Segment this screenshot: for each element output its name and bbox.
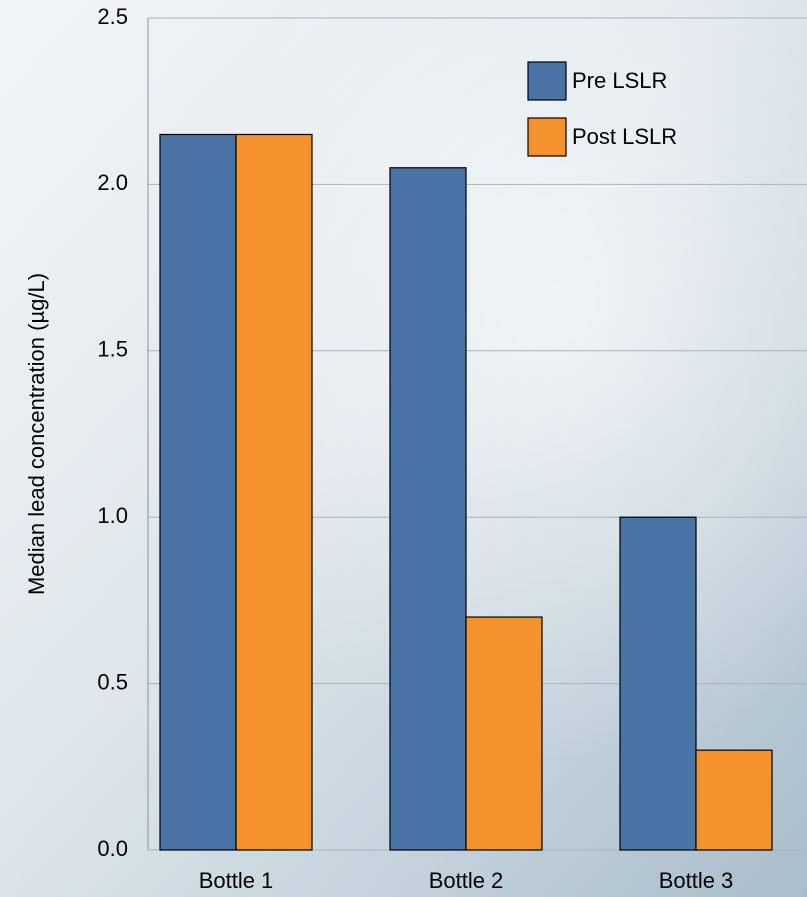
- bar: [389, 167, 467, 851]
- legend-swatch: [527, 117, 567, 157]
- y-tick-label: 1.5: [97, 337, 128, 362]
- y-tick-label: 2.5: [97, 4, 128, 29]
- bar: [619, 516, 697, 851]
- legend-label: Pre LSLR: [572, 68, 667, 93]
- legend-label: Post LSLR: [572, 124, 677, 149]
- y-axis-label: Median lead concentration (µg/L): [24, 273, 49, 595]
- y-tick-label: 0.5: [97, 669, 128, 694]
- x-tick-label: Bottle 2: [429, 868, 504, 893]
- legend-swatch: [527, 61, 567, 101]
- y-tick-label: 0.0: [97, 836, 128, 861]
- y-tick-label: 1.0: [97, 503, 128, 528]
- bar: [159, 133, 237, 851]
- bar: [235, 133, 313, 851]
- x-tick-label: Bottle 3: [659, 868, 734, 893]
- bar: [465, 616, 543, 851]
- bar: [695, 749, 773, 851]
- y-tick-label: 2.0: [97, 170, 128, 195]
- x-tick-label: Bottle 1: [199, 868, 274, 893]
